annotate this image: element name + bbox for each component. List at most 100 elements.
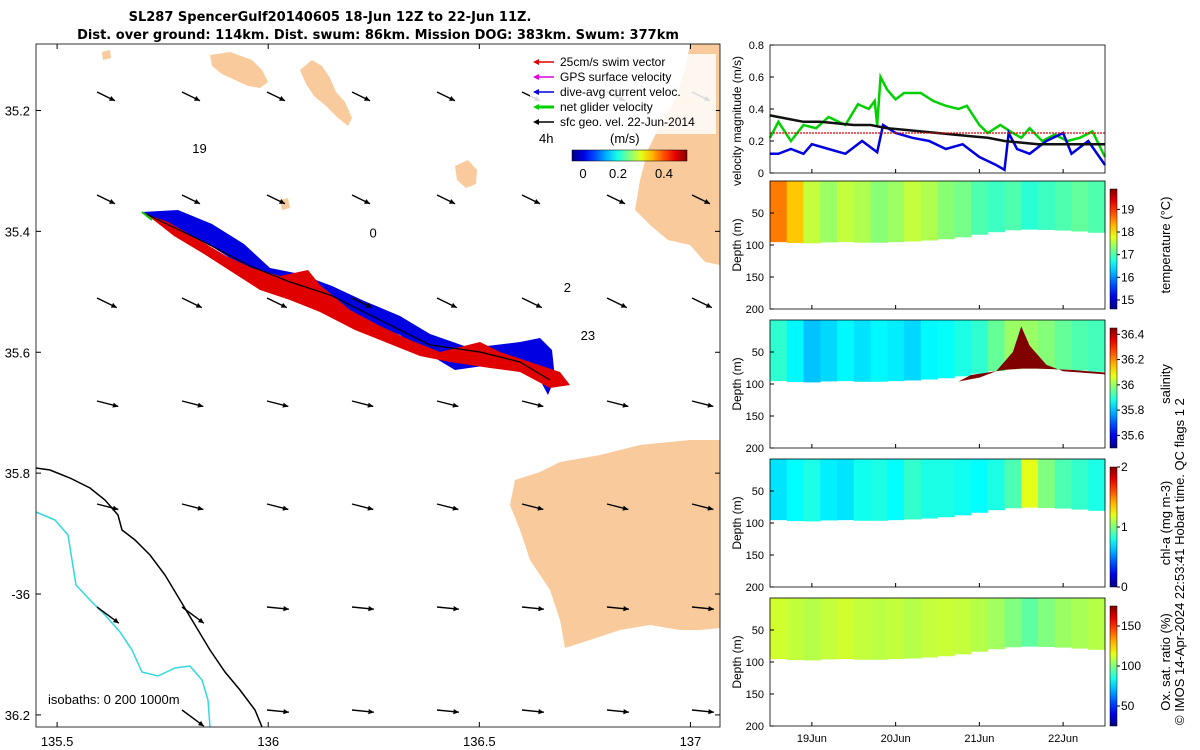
colorbar-tick-label: 150 xyxy=(1121,619,1141,633)
section-cell xyxy=(803,181,821,244)
map-content: 19 0 2 23 xyxy=(36,44,720,727)
vector-head xyxy=(197,720,204,727)
current-vector xyxy=(691,297,713,309)
vector-head xyxy=(279,95,286,101)
colorbar-tick-label: 17 xyxy=(1121,248,1135,262)
current-vector xyxy=(96,91,116,102)
vector-head xyxy=(620,302,627,308)
vector-head xyxy=(538,709,544,715)
section-cell xyxy=(971,598,989,652)
vector-head xyxy=(450,302,457,308)
current-vector xyxy=(266,91,286,102)
colorbar-tick-label: 36.4 xyxy=(1121,327,1145,341)
section-y-tick-label: 50 xyxy=(752,347,764,359)
current-vector xyxy=(181,297,203,309)
current-vector xyxy=(181,194,201,205)
figure-title-line2: Dist. over ground: 114km. Dist. swum: 86… xyxy=(77,28,679,43)
section-y-tick-label: 150 xyxy=(746,550,764,562)
section-cell xyxy=(1071,320,1089,371)
vector-head xyxy=(708,606,714,612)
vector-head xyxy=(622,505,629,511)
section-cell xyxy=(1071,459,1089,510)
legend-label: 25cm/s swim vector xyxy=(560,55,665,69)
section-cell xyxy=(920,459,938,519)
vector-head xyxy=(195,302,202,308)
section-cell xyxy=(803,598,821,661)
section-y-tick-label: 100 xyxy=(746,518,764,530)
vector-head xyxy=(535,302,542,308)
colorbar-tick-label: 36 xyxy=(1121,378,1135,392)
vector-head xyxy=(707,505,714,511)
current-vector xyxy=(266,194,286,205)
current-vector xyxy=(606,709,629,715)
current-vector xyxy=(266,709,289,715)
current-vector xyxy=(691,194,711,205)
velocity-y-axis: 0 0.2 0.4 0.6 0.8 xyxy=(749,40,774,180)
vector-head xyxy=(452,402,459,408)
section-cell xyxy=(786,320,804,383)
colorbar-tick-label: 15 xyxy=(1121,293,1135,307)
map-x-tick-label: 136.5 xyxy=(463,734,496,749)
current-vector xyxy=(606,194,626,205)
current-vector xyxy=(266,606,289,612)
velocity-panel: 0 0.2 0.4 0.6 0.8 velocity magnitude (m/s) xyxy=(730,40,1107,186)
colorbar-tick-label: 19 xyxy=(1121,202,1135,216)
colorbar-tick-label: 50 xyxy=(1121,699,1135,713)
vector-head xyxy=(365,302,372,308)
section-cell xyxy=(954,181,972,238)
isobath-1000m xyxy=(36,511,211,727)
current-vector xyxy=(436,194,456,205)
vector-head xyxy=(538,606,544,612)
legend-colorbar-label: (m/s) xyxy=(610,131,640,146)
land-kangaroo-island xyxy=(510,440,720,648)
section-cell xyxy=(937,598,955,657)
legend-item: sfc geo. vel. 22-Jun-2014 xyxy=(533,115,695,129)
current-vector xyxy=(96,400,119,408)
velocity-series-line xyxy=(768,72,1107,158)
current-vector xyxy=(436,709,459,715)
current-vector xyxy=(521,297,543,309)
section-cell xyxy=(1054,320,1072,370)
section-cell xyxy=(820,181,838,243)
map-y-tick-label: 35.6 xyxy=(5,345,30,360)
vector-head xyxy=(110,302,117,308)
section-cell xyxy=(770,181,788,243)
legend-item: net glider velocity xyxy=(533,100,653,114)
current-vector xyxy=(436,606,459,612)
vector-head xyxy=(112,402,119,408)
current-vector xyxy=(351,606,374,612)
section-y-tick-label: 150 xyxy=(746,272,764,284)
section-cell xyxy=(987,181,1005,233)
map-legend-box xyxy=(530,54,716,134)
colorbar-tick-label: 100 xyxy=(1121,659,1141,673)
section-cell xyxy=(954,598,972,655)
map-x-tick-label: 136 xyxy=(257,734,279,749)
section-cell xyxy=(1004,598,1022,648)
section-colorbar xyxy=(1109,188,1118,310)
vector-head xyxy=(623,709,629,715)
section-cell xyxy=(1088,459,1106,511)
section-cell xyxy=(1088,181,1106,233)
section-cell xyxy=(1054,181,1072,231)
legend-arrow-icon xyxy=(533,89,539,95)
vector-head xyxy=(194,95,201,101)
colorbar-tick-label: 0 xyxy=(1121,580,1128,594)
vector-head xyxy=(707,402,714,408)
copyright-text: © IMOS 14-Apr-2024 22:53:41 Hobart time.… xyxy=(1172,398,1187,725)
vector-head xyxy=(704,198,711,204)
section-panel-temperature: 50 100 150 200 Depth (m) 15 16 17 18 19 temperatur… xyxy=(730,180,1173,316)
vector-head xyxy=(449,198,456,204)
vector-head xyxy=(283,709,289,715)
vector-head xyxy=(452,505,459,511)
track-net-line xyxy=(145,213,551,381)
section-cell xyxy=(1088,598,1106,650)
section-y-tick-label: 100 xyxy=(746,379,764,391)
legend-label: net glider velocity xyxy=(560,100,653,114)
vector-head xyxy=(280,302,287,308)
vector-head xyxy=(537,505,544,511)
section-cell xyxy=(770,598,788,660)
section-cell xyxy=(987,459,1005,511)
section-cell xyxy=(987,320,1005,372)
